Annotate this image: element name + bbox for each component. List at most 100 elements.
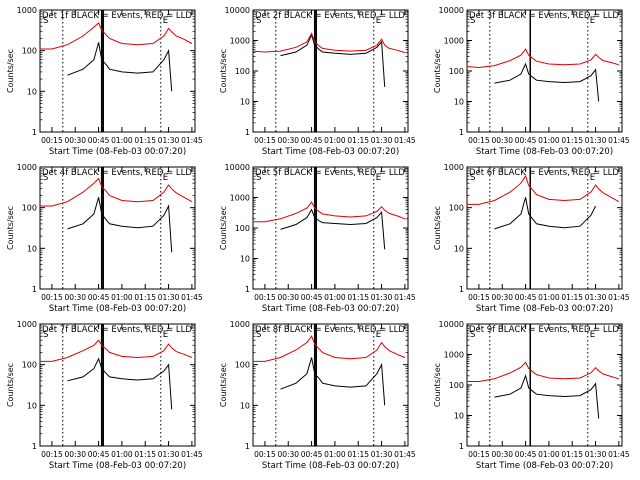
x-tick-label: 01:45 xyxy=(608,450,630,459)
y-tick-label: 1000 xyxy=(230,37,250,46)
y-axis-label: Counts/sec xyxy=(433,363,442,407)
x-axis-label: Start Time (08-Feb-03 00:07:20) xyxy=(49,461,186,471)
marker-label: S xyxy=(43,330,48,340)
y-tick-label: 10 xyxy=(454,412,464,421)
x-tick-label: 00:30 xyxy=(64,293,86,302)
panel-title: Det 1f BLACK = Events, RED = LLD xyxy=(42,11,192,21)
y-tick-label: 10 xyxy=(27,244,37,253)
x-tick-label: 01:45 xyxy=(608,136,630,145)
series-events-line xyxy=(494,197,597,230)
plot-frame xyxy=(252,323,409,447)
x-tick-label: 00:15 xyxy=(254,450,276,459)
panel-title: Det 8f BLACK = Events, RED = LLD xyxy=(255,325,405,335)
x-tick-label: 00:45 xyxy=(515,293,537,302)
marker-label: E xyxy=(163,330,168,340)
panel-7: Det 7f BLACK = Events, RED = LLD 1 10 100 10… xyxy=(6,320,203,471)
y-tick-label: 10000 xyxy=(439,6,464,15)
x-tick-label: 01:30 xyxy=(158,136,180,145)
x-tick-label: 01:00 xyxy=(538,293,560,302)
y-tick-label: 1 xyxy=(245,442,250,451)
series-events-line xyxy=(494,62,600,102)
x-tick-label: 01:00 xyxy=(111,450,133,459)
y-tick-label: 1 xyxy=(32,128,37,137)
x-tick-label: 01:30 xyxy=(585,450,607,459)
x-tick-label: 01:00 xyxy=(111,136,133,145)
y-tick-label: 1 xyxy=(32,285,37,294)
x-tick-label: 00:30 xyxy=(64,136,86,145)
y-tick-label: 1 xyxy=(459,442,464,451)
marker-label: S xyxy=(43,16,48,26)
x-tick-label: 01:15 xyxy=(134,450,156,459)
y-tick-label: 1000 xyxy=(444,351,464,360)
marker-label: E xyxy=(590,16,595,26)
x-axis-label: Start Time (08-Feb-03 00:07:20) xyxy=(262,461,399,471)
y-tick-label: 1000 xyxy=(444,37,464,46)
x-tick-label: 00:15 xyxy=(254,136,276,145)
y-tick-label: 100 xyxy=(449,204,464,213)
x-tick-label: 01:00 xyxy=(324,450,346,459)
x-tick-label: 00:45 xyxy=(515,136,537,145)
y-tick-label: 100 xyxy=(22,361,37,370)
x-tick-label: 01:30 xyxy=(585,136,607,145)
y-tick-label: 10000 xyxy=(225,6,250,15)
x-tick-label: 01:30 xyxy=(371,136,393,145)
y-tick-label: 1 xyxy=(32,442,37,451)
x-tick-label: 01:45 xyxy=(181,136,203,145)
plot-frame xyxy=(39,166,196,290)
series-events-line xyxy=(280,357,386,406)
marker-label: E xyxy=(590,173,595,183)
x-axis-label: Start Time (08-Feb-03 00:07:20) xyxy=(476,304,613,314)
y-tick-label: 100 xyxy=(235,224,250,233)
series-events-line xyxy=(494,374,600,419)
panel-title: Det 3f BLACK = Events, RED = LLD xyxy=(469,11,619,21)
x-axis-label: Start Time (08-Feb-03 00:07:20) xyxy=(49,304,186,314)
marker-label: E xyxy=(376,330,381,340)
x-tick-label: 00:30 xyxy=(277,136,299,145)
marker-label: S xyxy=(470,16,475,26)
y-axis-label: Counts/sec xyxy=(6,206,15,250)
panel-title: Det 7f BLACK = Events, RED = LLD xyxy=(42,325,192,335)
series-lld-line xyxy=(252,32,406,54)
panel-title: Det 4f BLACK = Events, RED = LLD xyxy=(42,168,192,178)
y-tick-label: 1 xyxy=(245,285,250,294)
y-tick-label: 100 xyxy=(22,204,37,213)
x-tick-label: 00:30 xyxy=(491,293,513,302)
x-tick-label: 00:45 xyxy=(515,450,537,459)
y-axis-label: Counts/sec xyxy=(433,49,442,93)
x-tick-label: 01:45 xyxy=(608,293,630,302)
panel-4: Det 4f BLACK = Events, RED = LLD 1 10 100 10… xyxy=(6,163,203,314)
x-tick-label: 01:15 xyxy=(134,136,156,145)
x-tick-label: 01:45 xyxy=(394,136,416,145)
y-axis-label: Counts/sec xyxy=(219,49,228,93)
x-tick-label: 01:15 xyxy=(347,450,369,459)
y-tick-label: 1 xyxy=(459,128,464,137)
x-tick-label: 01:00 xyxy=(538,450,560,459)
panel-1: Det 1f BLACK = Events, RED = LLD 1 10 100 10… xyxy=(6,6,203,157)
x-tick-label: 00:15 xyxy=(41,450,63,459)
series-lld-line xyxy=(39,22,193,50)
x-tick-label: 00:15 xyxy=(41,136,63,145)
series-events-line xyxy=(280,33,386,87)
marker-label: E xyxy=(376,173,381,183)
y-tick-label: 1 xyxy=(459,285,464,294)
x-tick-label: 00:30 xyxy=(491,136,513,145)
y-tick-label: 10000 xyxy=(439,320,464,329)
panel-6: Det 6f BLACK = Events, RED = LLD 1 10 100 10… xyxy=(433,163,630,314)
series-events-line xyxy=(67,197,173,253)
x-tick-label: 01:45 xyxy=(394,293,416,302)
plot-frame xyxy=(39,323,196,447)
y-axis-label: Counts/sec xyxy=(6,363,15,407)
y-axis-label: Counts/sec xyxy=(6,49,15,93)
y-tick-label: 100 xyxy=(449,67,464,76)
x-tick-label: 01:30 xyxy=(158,450,180,459)
x-tick-label: 00:15 xyxy=(254,293,276,302)
series-lld-line xyxy=(466,48,620,69)
y-tick-label: 1000 xyxy=(17,320,37,329)
x-tick-label: 00:30 xyxy=(277,293,299,302)
marker-label: E xyxy=(163,16,168,26)
y-tick-label: 1000 xyxy=(17,163,37,172)
x-tick-label: 01:45 xyxy=(181,450,203,459)
y-tick-label: 100 xyxy=(235,361,250,370)
y-tick-label: 10 xyxy=(454,98,464,107)
